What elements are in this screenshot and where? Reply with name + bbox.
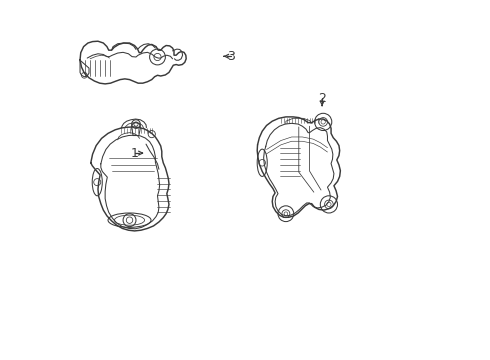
Text: 2: 2 <box>318 92 326 105</box>
Text: 1: 1 <box>131 147 139 159</box>
Text: 3: 3 <box>227 50 235 63</box>
